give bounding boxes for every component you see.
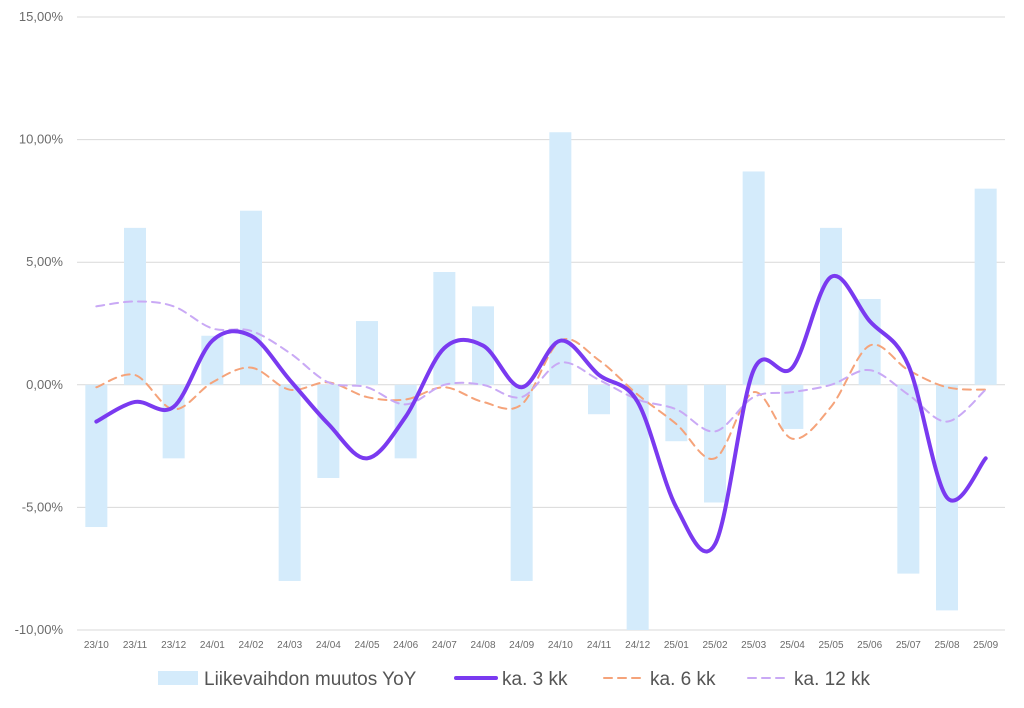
bar-24-11 [588,384,610,415]
y-tick-label: -5,00% [22,499,64,514]
bar-24-02 [240,210,262,385]
gridlines [77,16,1005,631]
bar-24-12 [626,384,649,630]
legend-label: ka. 6 kk [650,669,716,690]
y-axis: -10,00% -5,00% 0,00% 5,00% 10,00% 15,00% [15,9,64,637]
x-tick-label: 25/08 [934,640,959,651]
bar-25-01 [665,384,688,442]
bar-25-03 [742,171,765,385]
x-tick-label: 24/12 [625,640,650,651]
x-tick-label: 25/09 [973,640,998,651]
bar-25-09 [974,188,997,385]
x-tick-label: 25/04 [780,640,805,651]
bar-25-07 [897,384,920,574]
y-tick-label: 0,00% [26,377,63,392]
x-tick-label: 24/01 [200,640,225,651]
legend-label: Liikevaihdon muutos YoY [204,669,417,690]
bar-25-05 [820,227,842,385]
x-tick-label: 24/08 [470,640,495,651]
bar-25-06 [858,298,881,385]
bar-23-11 [124,227,146,385]
x-tick-label: 25/07 [896,640,921,651]
x-tick-label: 24/10 [548,640,573,651]
line-ka-6-kk [95,338,987,460]
bar-23-10 [85,384,108,528]
x-tick-label: 23/10 [84,640,109,651]
x-tick-label: 25/01 [664,640,689,651]
x-tick-label: 24/07 [432,640,457,651]
legend-label: ka. 3 kk [502,669,568,690]
y-tick-label: 5,00% [26,254,63,269]
bar-25-02 [704,384,726,503]
x-tick-label: 25/03 [741,640,766,651]
x-tick-label: 24/02 [238,640,263,651]
bar-24-04 [317,384,340,478]
y-tick-label: 15,00% [19,9,64,24]
bar-24-07 [433,272,456,385]
x-tick-label: 24/04 [316,640,341,651]
x-tick-label: 23/12 [161,640,186,651]
x-tick-label: 23/11 [123,640,148,651]
x-tick-label: 25/06 [857,640,882,651]
x-tick-label: 24/03 [277,640,302,651]
line-ka-3-kk [94,273,988,554]
bar-24-06 [394,384,417,459]
bar-25-04 [781,384,804,429]
legend-swatch-bar [158,671,198,685]
bar-series [85,132,997,630]
legend-label: ka. 12 kk [794,669,871,690]
x-tick-label: 25/02 [702,640,727,651]
line-ka-12-kk [95,300,987,433]
bar-24-03 [278,384,301,581]
bar-24-05 [356,321,378,385]
x-tick-label: 24/11 [587,640,612,651]
x-tick-label: 24/06 [393,640,418,651]
bar-24-10 [549,132,572,385]
y-tick-label: -10,00% [15,622,64,637]
x-tick-label: 25/05 [818,640,843,651]
bar-24-09 [510,384,533,581]
x-tick-label: 24/09 [509,640,534,651]
legend: Liikevaihdon muutos YoY ka. 3 kk ka. 6 kk k… [158,669,871,690]
x-axis: 23/10 23/11 23/12 24/01 24/02 24/03 24/04 24/05… [84,640,999,651]
x-tick-label: 24/05 [354,640,379,651]
line-series [94,273,988,554]
y-tick-label: 10,00% [19,132,64,147]
